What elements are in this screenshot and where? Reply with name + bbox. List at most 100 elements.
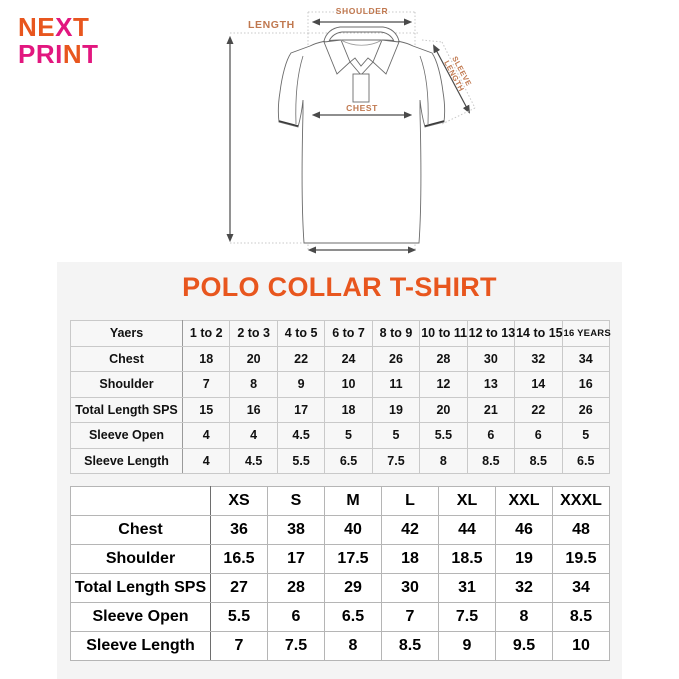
cell: 19 [495,544,553,574]
logo-text-x: X [55,12,73,42]
cell: 7.5 [267,631,325,661]
logo-text-n: N [62,38,83,69]
tshirt-placket [349,57,374,103]
cell: 22 [514,396,563,423]
chest-label: CHEST [346,103,378,113]
cell: 6.5 [324,447,373,474]
page-title: POLO COLLAR T-SHIRT [182,272,497,302]
cell: 7.5 [371,447,421,474]
cell: 4.5 [229,447,278,474]
sleeve-length-label: SLEEVE LENGTH [442,55,473,93]
cell: 6 [466,422,516,449]
header-cell-measure: Yaers [70,320,183,347]
table-row: Shoulder 7 8 9 10 11 12 13 14 16 [70,371,610,398]
row-label-shoulder: Shoulder [70,544,211,574]
cell: 17.5 [324,544,382,574]
cell: 17 [267,544,325,574]
cell: 8.5 [466,447,516,474]
header-cell-age-1: 1 to 2 [181,320,231,347]
header-cell-size-m: M [324,486,382,516]
cell: 5 [371,422,421,449]
cell: 42 [381,515,439,545]
cell: 19 [371,396,421,423]
cell: 34 [561,345,610,372]
cell: 24 [324,345,373,372]
sleeve-guides [421,39,476,125]
cell: 8 [495,602,553,632]
cell: 40 [324,515,382,545]
cell: 16.5 [210,544,268,574]
table-header-row: Yaers 1 to 2 2 to 3 4 to 5 6 to 7 8 to 9… [70,320,611,347]
tshirt-sleeve-cuffs [278,120,445,127]
cell: 28 [419,345,468,372]
cell: 31 [438,573,496,603]
cell: 26 [561,396,610,423]
table-row: Chest 18 20 22 24 26 28 30 32 34 [70,345,610,372]
header-cell-age-9: 16 YEARS [561,320,611,347]
cell: 5 [561,422,610,449]
cell: 48 [552,515,610,545]
header-cell-age-8: 14 to 15 [514,320,563,347]
table-row: Shoulder 16.5 17 17.5 18 18.5 19 19.5 [70,544,610,574]
cell: 12 [419,371,468,398]
cell: 10 [324,371,373,398]
cell: 26 [371,345,421,372]
cell: 5.5 [210,602,268,632]
header-cell-size-l: L [381,486,439,516]
cell: 17 [276,396,326,423]
cell: 38 [267,515,325,545]
sleeve-length-arrow [433,44,470,114]
logo-text-pri: PRI [18,38,63,69]
cell: 36 [210,515,268,545]
cell: 10 [552,631,610,661]
cell: 7 [381,602,439,632]
cell: 21 [466,396,516,423]
table-header-row: XS S M L XL XXL XXXL [70,486,610,516]
cell: 19.5 [552,544,610,574]
cell: 30 [381,573,439,603]
cell: 8 [229,371,278,398]
cell: 29 [324,573,382,603]
cell: 6.5 [324,602,382,632]
cell: 34 [552,573,610,603]
length-label: LENGTH [248,19,295,31]
cell: 9 [276,371,326,398]
cell: 32 [495,573,553,603]
row-label-sleeve-length: Sleeve Length [70,447,183,474]
logo-text-ne: NE [18,12,56,42]
cell: 27 [210,573,268,603]
cell: 8 [324,631,382,661]
shoulder-label: SHOULDER [336,6,389,16]
table-row: Total Length SPS 15 16 17 18 19 20 21 22… [70,396,610,423]
cell: 8.5 [552,602,610,632]
header-cell-age-7: 12 to 13 [466,320,515,347]
cell: 5 [324,422,373,449]
header-cell-age-2: 2 to 3 [229,320,278,347]
header-cell-age-5: 8 to 9 [371,320,421,347]
cell: 5.5 [276,447,326,474]
cell: 14 [514,371,563,398]
header-cell-size-s: S [267,486,325,516]
cell: 6 [267,602,325,632]
logo-text-t: T [72,12,90,42]
row-label-chest: Chest [70,515,211,545]
header-cell-size-xxl: XXL [495,486,553,516]
brand-logo: NEXT PRINT [18,14,99,67]
cell: 20 [419,396,468,423]
cell: 18 [381,544,439,574]
cell: 18.5 [438,544,496,574]
cell: 6 [514,422,563,449]
adult-table-body: XS S M L XL XXL XXXL Chest 36 38 40 42 4… [70,486,610,661]
cell: 16 [229,396,278,423]
header-cell-measure [70,486,211,516]
header-cell-size-xxxl: XXXL [552,486,610,516]
cell: 6.5 [561,447,610,474]
kids-table-body: Yaers 1 to 2 2 to 3 4 to 5 6 to 7 8 to 9… [70,320,611,474]
cell: 18 [181,345,231,372]
cell: 44 [438,515,496,545]
logo-line-next: NEXT [18,14,99,41]
tshirt-diagram: LENGTH SHOULDER CHEST SLEEVE LENGTH [190,0,490,255]
header-cell-size-xs: XS [210,486,268,516]
cell: 32 [514,345,563,372]
